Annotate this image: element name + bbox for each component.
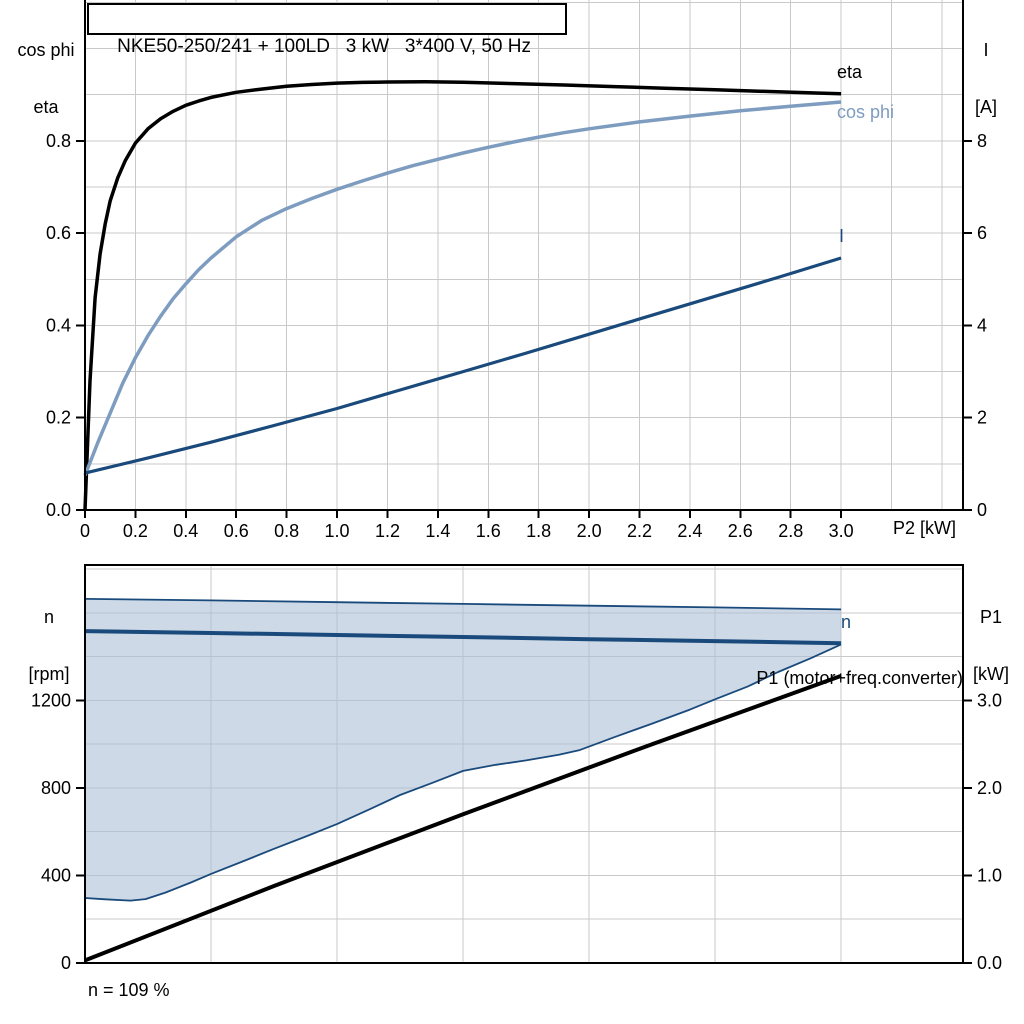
p1-axis-label-line1: P1 [979,607,1003,627]
svg-text:1.8: 1.8 [526,521,551,541]
svg-text:1.2: 1.2 [375,521,400,541]
svg-text:0.8: 0.8 [274,521,299,541]
svg-text:2.6: 2.6 [728,521,753,541]
right-axis-label-top-chart: I [A] [962,3,1010,155]
curve-label-p1: P1 (motor+freq.converter) [756,668,963,688]
svg-text:1200: 1200 [31,690,71,710]
curve-label-eta: eta [837,62,863,82]
svg-text:3.0: 3.0 [829,521,854,541]
curve-label-current: I [839,226,845,246]
svg-text:4: 4 [977,315,987,335]
speed-range-envelope-upper-edge [84,598,842,611]
svg-text:2.4: 2.4 [677,521,702,541]
chart-1: 0 0.2 0.4 0.6 0.8 1.0 1.2 1.4 1.6 1.8 2.0 2.2 2.4 2.6… [46,0,987,541]
svg-text:0.6: 0.6 [46,223,71,243]
svg-text:1.0: 1.0 [977,865,1002,885]
svg-text:2: 2 [977,408,987,428]
svg-text:0.0: 0.0 [977,953,1002,973]
speed-range-envelope-lower-edge [84,643,842,902]
series-i [84,256,842,475]
svg-text:0.2: 0.2 [123,521,148,541]
svg-text:400: 400 [41,865,71,885]
svg-text:6: 6 [977,223,987,243]
svg-text:0.4: 0.4 [173,521,198,541]
curve-label-n: n [841,612,852,632]
svg-text:0.6: 0.6 [224,521,249,541]
svg-text:1.0: 1.0 [325,521,350,541]
right-axis-label-line1: I [983,40,989,60]
speed-percentage-note: n = 109 % [88,980,170,1000]
svg-text:1.4: 1.4 [425,521,450,541]
x-axis-label: P2 [kW] [893,518,957,538]
svg-text:2.0: 2.0 [977,778,1002,798]
right-axis-label-bottom-chart: P1 [kW] [964,570,1018,722]
curve-label-cos-phi: cos phi [837,102,895,122]
right-axis-label-line2: [A] [974,97,997,117]
speed-axis-label-line2: [rpm] [28,664,70,684]
chart-2: 0 400 800 1200 0.0 1.0 2.0 3.0 [31,564,1002,973]
svg-text:0.8: 0.8 [46,131,71,151]
svg-text:8: 8 [977,131,987,151]
svg-text:3.0: 3.0 [977,690,1002,710]
svg-text:2.0: 2.0 [577,521,602,541]
series-eta [83,80,842,511]
chart-title: NKE50-250/241 + 100LD 3 kW 3*400 V, 50 H… [117,36,531,57]
svg-text:0.4: 0.4 [46,315,71,335]
chart-title-box: NKE50-250/241 + 100LD 3 kW 3*400 V, 50 H… [87,3,567,57]
speed-range-envelope [85,598,842,901]
svg-text:0: 0 [80,521,90,541]
series-cos-phi [83,100,842,477]
speed-axis-label-line1: n [43,607,54,627]
left-axis-label-top-chart: cos phi eta [8,3,84,155]
svg-text:0: 0 [977,500,987,520]
svg-text:800: 800 [41,778,71,798]
svg-text:0.2: 0.2 [46,408,71,428]
left-axis-label-line1: cos phi [17,40,75,60]
axes-2 [76,564,972,964]
p1-axis-label-line2: [kW] [973,664,1009,684]
svg-text:2.2: 2.2 [627,521,652,541]
svg-text:1.6: 1.6 [476,521,501,541]
left-axis-label-bottom-chart: n [rpm] [14,570,84,722]
left-axis-label-line2: eta [33,97,59,117]
axes-1 [76,0,972,518]
svg-text:0.0: 0.0 [46,500,71,520]
series-n [84,629,842,646]
series-p1-motor-freq-converter- [84,674,842,963]
svg-text:2.8: 2.8 [778,521,803,541]
svg-text:0: 0 [61,953,71,973]
